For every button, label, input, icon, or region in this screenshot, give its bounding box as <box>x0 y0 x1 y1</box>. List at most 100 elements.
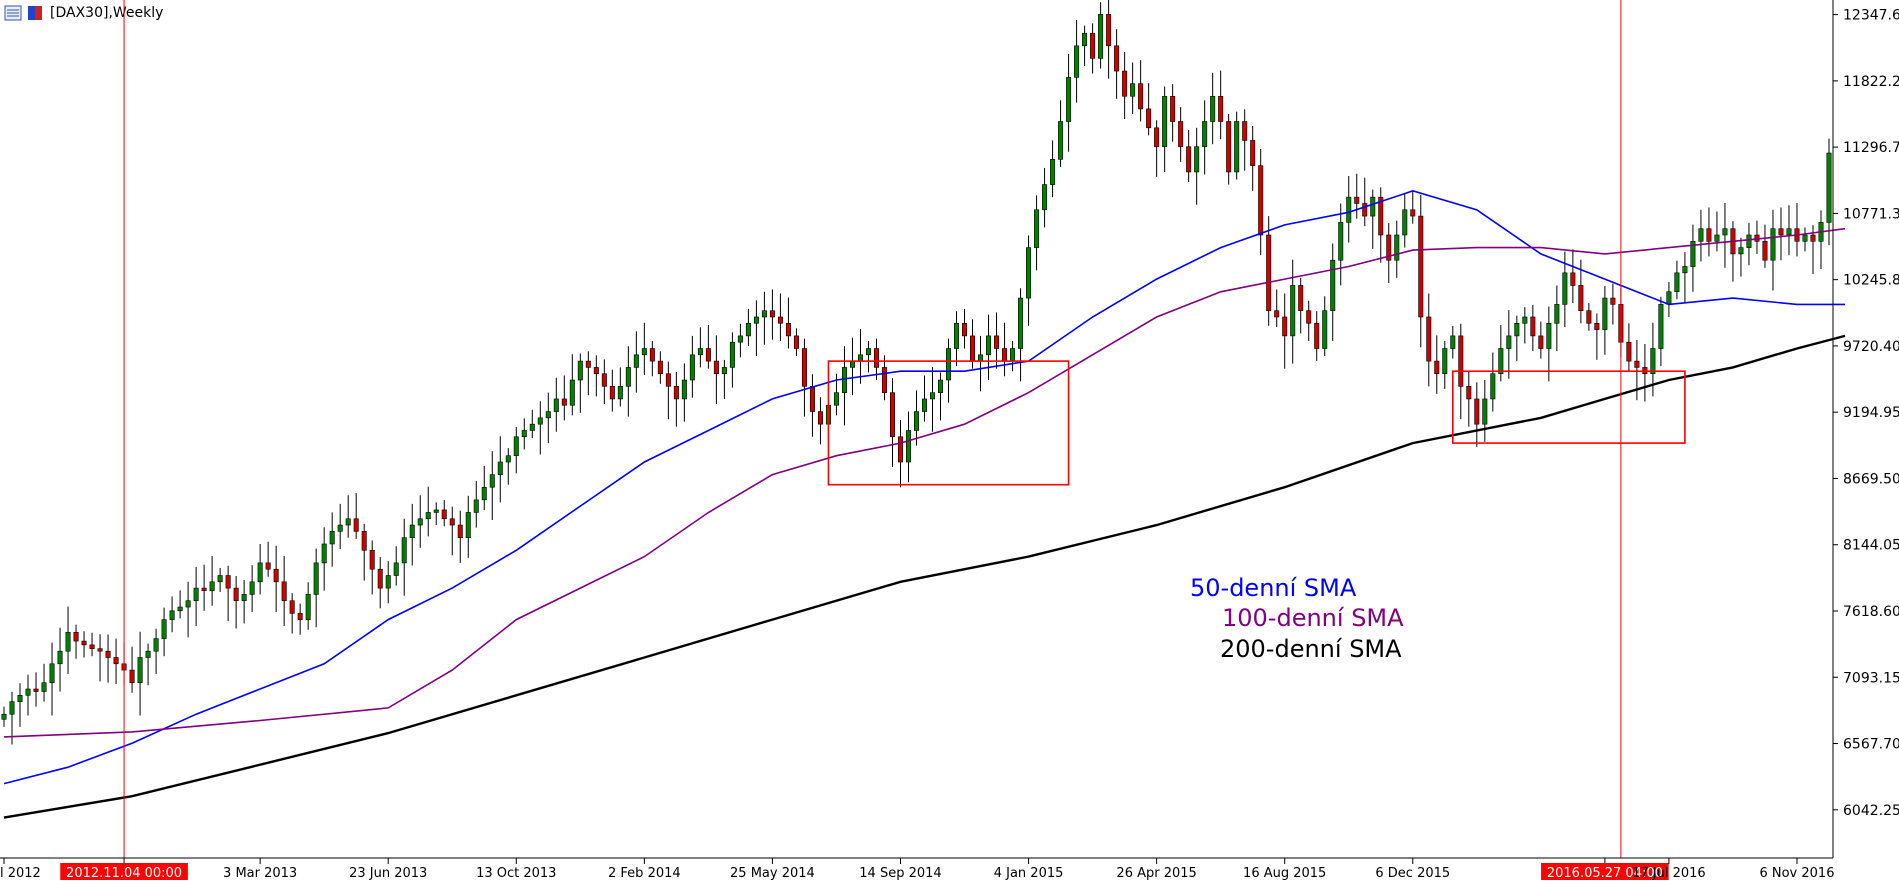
candle-body <box>337 524 343 532</box>
candle-body <box>385 575 391 589</box>
candle-body <box>1298 285 1304 311</box>
candle-body <box>1506 335 1512 349</box>
x-marker-label: 2016.05.27 04:00 <box>1547 866 1663 881</box>
x-tick-label: 6 Nov 2016 <box>1759 866 1834 881</box>
candle-body <box>713 360 719 375</box>
candle-body <box>978 354 984 362</box>
candle-body <box>1194 146 1200 173</box>
flag-icon[interactable] <box>26 4 44 22</box>
chart-title: [DAX30],Weekly <box>50 5 164 21</box>
candle-body <box>1202 121 1208 148</box>
candle-body <box>745 322 751 337</box>
candle-body <box>1706 228 1712 242</box>
candle-body <box>737 335 743 343</box>
candle-body <box>1258 165 1264 236</box>
candle-body <box>1250 140 1256 166</box>
candle-body <box>1690 241 1696 267</box>
candle-body <box>1610 297 1616 305</box>
chart-list-icon[interactable] <box>4 4 22 22</box>
candle-body <box>769 310 775 318</box>
candle-body <box>1498 348 1504 375</box>
candle-body <box>970 335 976 362</box>
candle-body <box>1578 285 1584 311</box>
candle-body <box>705 348 711 362</box>
candle-body <box>1450 335 1456 349</box>
candle-body <box>593 367 599 375</box>
candle-body <box>1122 70 1128 97</box>
candle-body <box>897 436 903 463</box>
candle-body <box>489 474 495 488</box>
candle-body <box>946 348 952 381</box>
candle-body <box>409 524 415 538</box>
x-tick-label: 3 Mar 2013 <box>223 866 297 881</box>
candle-body <box>1282 316 1288 337</box>
candle-body <box>289 600 295 614</box>
candle-body <box>1210 95 1216 122</box>
candle-body <box>721 367 727 375</box>
legend-item: 100-denní SMA <box>1222 604 1404 632</box>
candle-body <box>433 509 439 513</box>
candle-body <box>273 568 279 583</box>
candle-body <box>1010 348 1016 362</box>
candle-body <box>1554 304 1560 324</box>
x-marker-label-bg <box>1541 863 1669 880</box>
candle-body <box>889 392 895 438</box>
candle-body <box>57 650 63 665</box>
y-tick-label: 12347.65 <box>1843 8 1899 24</box>
candle-body <box>1330 259 1336 311</box>
candle-body <box>169 610 175 620</box>
candle-body <box>577 360 583 381</box>
candle-body <box>1106 14 1112 47</box>
candle-body <box>1074 45 1080 78</box>
candle-body <box>1218 95 1224 122</box>
x-tick-label: 25 May 2014 <box>730 866 815 881</box>
annotations-layer <box>123 0 1686 858</box>
y-tick-label: 8144.05 <box>1843 538 1899 554</box>
candle-body <box>329 531 335 545</box>
candle-body <box>1018 297 1024 349</box>
candle-body <box>153 638 159 652</box>
candle-body <box>817 411 823 425</box>
candle-body <box>553 398 559 412</box>
candle-body <box>1410 209 1416 217</box>
candle-body <box>33 688 39 692</box>
candle-body <box>233 587 239 602</box>
candle-body <box>505 455 511 463</box>
sma-line-3 <box>3 334 1846 819</box>
candle-body <box>1138 83 1144 110</box>
candle-body <box>185 600 191 608</box>
candle-body <box>1362 203 1368 217</box>
candle-body <box>457 524 463 538</box>
sma-line-1 <box>3 190 1845 785</box>
candle-body <box>1002 348 1008 362</box>
candle-body <box>345 518 351 526</box>
candle-body <box>585 360 591 368</box>
candle-body <box>1530 316 1536 337</box>
candle-body <box>313 562 319 595</box>
candle-body <box>281 581 287 602</box>
x-tick-label: 13 Oct 2013 <box>476 866 556 881</box>
candle-body <box>561 398 567 406</box>
x-tick-label: 26 Apr 2015 <box>1116 866 1196 881</box>
candle-body <box>1322 310 1328 349</box>
candle-body <box>1114 45 1120 72</box>
candle-body <box>833 392 839 406</box>
candle-body <box>81 640 87 646</box>
candle-body <box>954 322 960 349</box>
y-tick-label: 11296.75 <box>1843 140 1899 156</box>
candle-body <box>849 360 855 368</box>
x-tick-label: 6 Dec 2015 <box>1375 866 1450 881</box>
candle-body <box>1602 297 1608 330</box>
x-tick-label: 22 Jul 2012 <box>0 866 41 881</box>
candle-body <box>1338 222 1344 261</box>
candle-body <box>986 335 992 356</box>
candle-body <box>1026 247 1032 299</box>
y-tick-label: 10245.85 <box>1843 273 1899 289</box>
candle-body <box>65 631 71 652</box>
sma-line-2 <box>3 227 1846 738</box>
candle-body <box>521 430 527 438</box>
candle-body <box>265 562 271 570</box>
